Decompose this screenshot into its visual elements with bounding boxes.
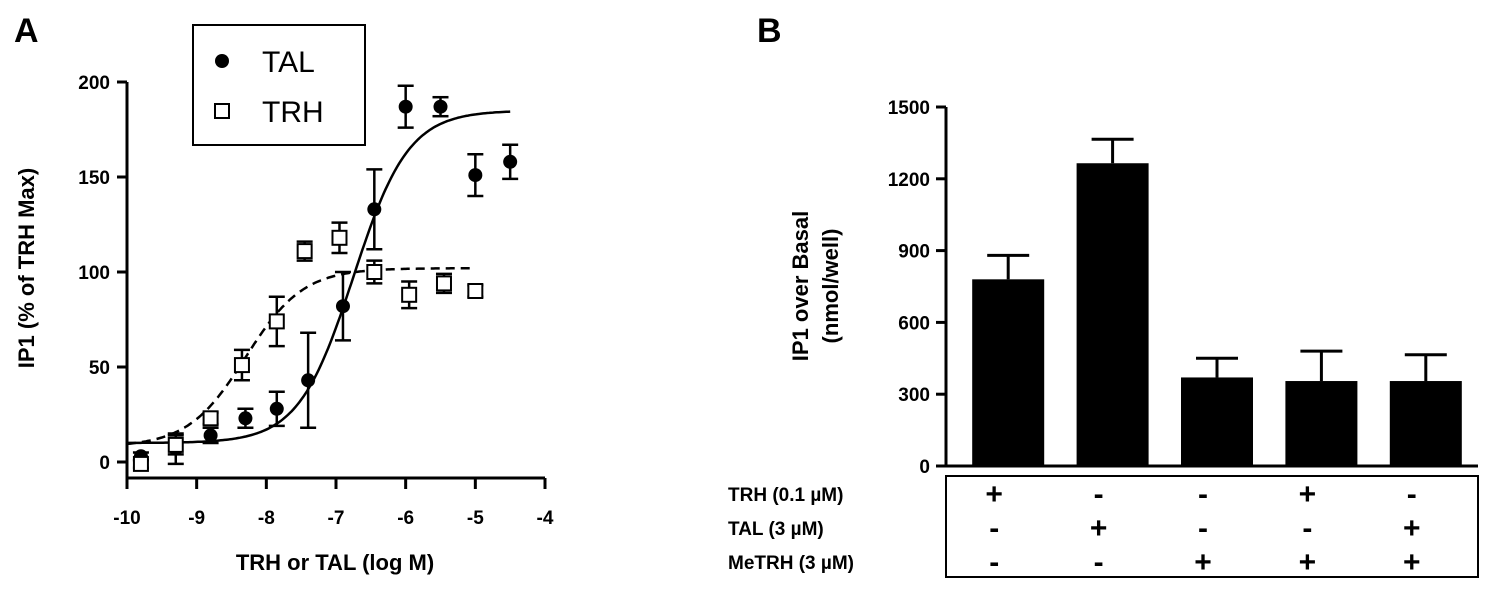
treatment-row-label: MeTRH (3 µM): [728, 553, 854, 574]
treatment-sign: -: [1302, 512, 1312, 545]
data-point-tal: [203, 428, 218, 443]
treatment-sign: -: [1198, 512, 1208, 545]
a-y-tick-label: 200: [78, 73, 110, 94]
data-point-tal: [503, 154, 518, 169]
treatment-sign: -: [989, 512, 999, 545]
legend-trh-label: TRH: [262, 96, 324, 129]
data-point-tal: [468, 168, 483, 183]
a-x-tick-label: -8: [258, 508, 275, 529]
panel-a-label: A: [14, 12, 39, 50]
legend-tal-marker: [215, 54, 229, 68]
treatment-sign: +: [1403, 546, 1421, 579]
treatment-sign: -: [1407, 478, 1417, 511]
treatment-sign: +: [1194, 546, 1212, 579]
data-point-trh: [467, 283, 484, 299]
a-y-axis-label: IP1 (% of TRH Max): [14, 168, 39, 368]
treatment-sign: -: [1094, 546, 1104, 579]
bar: [1076, 163, 1149, 466]
data-point-tal: [433, 99, 448, 114]
treatment-sign: -: [1094, 478, 1104, 511]
treatment-row-label: TAL (3 µM): [728, 519, 824, 540]
treatment-sign: -: [989, 546, 999, 579]
b-y-tick-label: 300: [898, 385, 930, 406]
data-point-trh: [296, 243, 313, 260]
a-x-tick-label: -10: [113, 508, 140, 529]
treatment-sign: +: [1403, 512, 1421, 545]
bar: [1181, 377, 1253, 466]
bar-chart: 0 300 600 900 1200 1500 IP1 over Basal (nmol/…: [728, 98, 1479, 579]
b-y-tick-label: 1200: [888, 170, 930, 191]
b-y-tick-label: 600: [898, 313, 930, 334]
bar: [1389, 381, 1462, 466]
b-y-tick-label: 0: [919, 457, 930, 478]
data-point-tal: [335, 299, 350, 314]
a-x-axis-label: TRH or TAL (log M): [236, 550, 434, 575]
legend: TAL TRH: [192, 24, 366, 146]
treatment-sign: -: [1198, 478, 1208, 511]
data-point-tal: [398, 99, 413, 114]
a-x-tick-label: -9: [188, 508, 205, 529]
data-point-trh: [132, 455, 149, 472]
data-point-trh: [401, 286, 418, 303]
a-y-tick-label: 100: [78, 263, 110, 284]
treatment-sign: +: [1090, 512, 1108, 545]
a-y-tick-label: 150: [78, 168, 110, 189]
bar: [1285, 381, 1358, 466]
data-point-trh: [202, 410, 219, 427]
treatment-sign: +: [1299, 478, 1317, 511]
data-point-tal: [269, 401, 284, 416]
a-y-tick-label: 50: [89, 358, 110, 379]
legend-box: [192, 24, 366, 146]
data-point-tal: [238, 411, 253, 426]
treatment-sign: +: [985, 478, 1003, 511]
legend-tal-label: TAL: [262, 46, 315, 79]
data-point-tal: [301, 373, 316, 388]
a-x-tick-label: -6: [397, 508, 414, 529]
fit-curve-tal: [127, 110, 511, 445]
panel-b-label: B: [757, 12, 782, 50]
fit-curve-trh: [126, 267, 476, 446]
treatment-row-label: TRH (0.1 µM): [728, 485, 843, 506]
b-y-tick-label: 1500: [888, 98, 930, 119]
treatment-sign: +: [1299, 546, 1317, 579]
data-point-tal: [367, 202, 382, 217]
a-y-tick-label: 0: [99, 453, 110, 474]
b-y-axis-label-line2: (nmol/well): [818, 229, 843, 344]
a-x-tick-label: -5: [467, 508, 484, 529]
data-point-trh: [268, 313, 285, 330]
bar: [972, 279, 1045, 466]
a-x-tick-label: -4: [537, 508, 554, 529]
data-point-trh: [435, 275, 452, 292]
legend-trh-marker: [214, 103, 230, 119]
data-point-trh: [233, 357, 250, 374]
data-point-trh: [366, 264, 383, 280]
treatment-table: [945, 475, 1479, 578]
a-x-tick-label: -7: [328, 508, 345, 529]
data-point-trh: [331, 229, 348, 246]
data-point-trh: [167, 436, 184, 453]
b-y-axis-label-line1: IP1 over Basal: [788, 211, 813, 361]
b-y-tick-label: 900: [898, 242, 930, 263]
dose-response-chart: 0 50 100 150 200 -10 -9 -8 -7 -6 -5 -4 TRH or TAL …: [14, 24, 554, 575]
